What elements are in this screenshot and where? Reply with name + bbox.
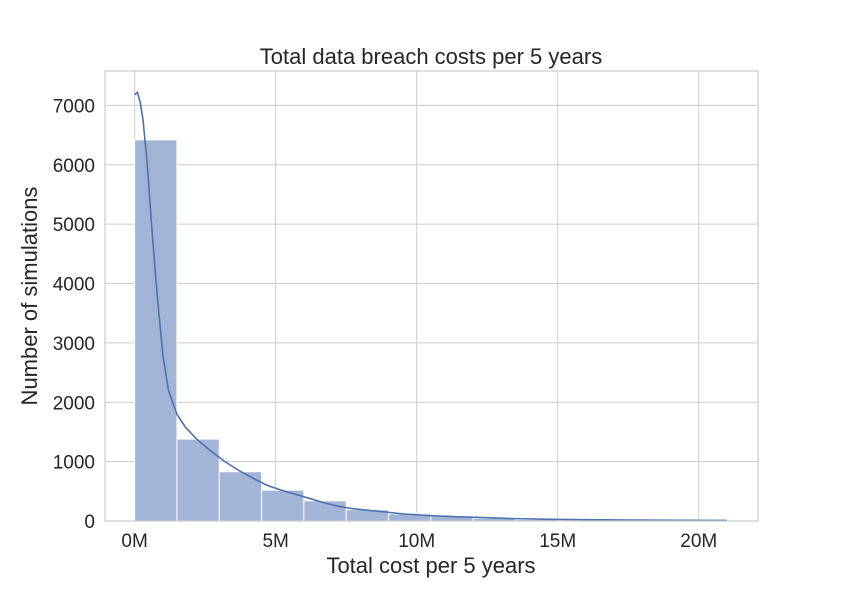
y-tick-label: 0 bbox=[84, 512, 95, 533]
y-tick-label: 1000 bbox=[53, 453, 95, 474]
y-tick-label: 7000 bbox=[53, 96, 95, 117]
y-tick-label: 2000 bbox=[53, 393, 95, 414]
chart-title: Total data breach costs per 5 years bbox=[260, 44, 602, 69]
y-tick-label: 6000 bbox=[53, 156, 95, 177]
y-tick-labels: 0 1000 2000 3000 4000 5000 6000 7000 bbox=[53, 96, 95, 533]
x-axis-label: Total cost per 5 years bbox=[326, 553, 535, 578]
grid-lines bbox=[105, 71, 758, 522]
histogram-bar bbox=[134, 139, 178, 522]
x-tick-label: 5M bbox=[262, 531, 288, 552]
x-tick-labels: 0M 5M 10M 15M 20M bbox=[121, 531, 717, 552]
y-axis-label: Number of simulations bbox=[17, 187, 42, 406]
plot-frame bbox=[104, 70, 759, 522]
x-tick-label: 15M bbox=[539, 531, 576, 552]
x-tick-label: 0M bbox=[121, 531, 147, 552]
y-tick-label: 4000 bbox=[53, 275, 95, 296]
histogram-bar bbox=[176, 438, 220, 522]
y-tick-label: 5000 bbox=[53, 215, 95, 236]
histogram-bars bbox=[134, 139, 728, 522]
x-tick-label: 20M bbox=[680, 531, 717, 552]
y-tick-label: 3000 bbox=[53, 334, 95, 355]
histogram-bar bbox=[303, 500, 347, 522]
kde-line bbox=[134, 90, 727, 522]
x-tick-label: 10M bbox=[398, 531, 435, 552]
